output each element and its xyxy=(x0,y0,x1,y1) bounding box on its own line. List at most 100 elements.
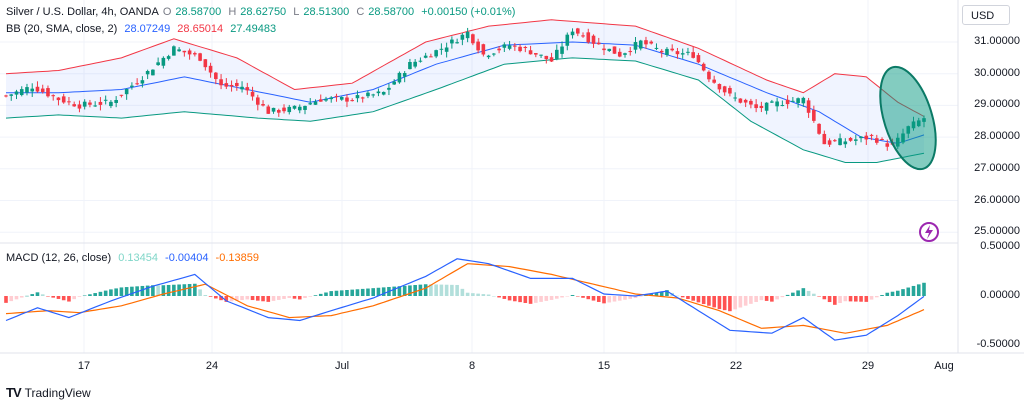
macd-hist-bar xyxy=(481,294,486,296)
candle-body xyxy=(649,41,654,44)
candle-body xyxy=(455,42,459,44)
macd-hist-value: 0.13454 xyxy=(118,252,158,264)
time-tick-label: 29 xyxy=(861,360,875,372)
candle-body xyxy=(833,140,837,142)
candle-body xyxy=(476,41,480,51)
candle-body xyxy=(61,96,66,103)
bollinger-upper-line xyxy=(5,19,925,117)
macd-hist-bar xyxy=(617,296,622,301)
macd-hist-bar xyxy=(30,294,35,296)
candle-body xyxy=(586,32,591,43)
flash-icon[interactable] xyxy=(919,222,939,242)
macd-histogram xyxy=(4,282,926,312)
time-tick-label: 15 xyxy=(597,360,611,372)
macd-hist-bar xyxy=(408,285,412,296)
currency-selector[interactable]: USD xyxy=(962,5,1010,25)
macd-hist-bar xyxy=(98,291,103,296)
candle-body xyxy=(817,123,821,134)
macd-hist-bar xyxy=(507,296,512,301)
macd-hist-bar xyxy=(444,284,449,296)
macd-hist-bar xyxy=(40,294,45,296)
candle-body xyxy=(859,136,863,139)
change-value: +0.00150 (+0.01%) xyxy=(421,6,516,18)
candle-body xyxy=(292,105,297,109)
macd-hist-bar xyxy=(596,296,601,302)
macd-hist-bar xyxy=(591,296,596,301)
macd-hist-bar xyxy=(334,290,339,296)
tradingview-logo[interactable]: TV TradingView xyxy=(6,385,91,400)
candle-body xyxy=(119,94,124,96)
candle-body xyxy=(486,55,491,58)
candle-body xyxy=(166,56,171,59)
candle-body xyxy=(796,98,800,104)
macd-hist-bar xyxy=(780,296,785,298)
candle-body xyxy=(387,87,391,90)
candle-body xyxy=(513,45,517,47)
macd-hist-bar xyxy=(738,296,743,308)
macd-hist-bar xyxy=(355,289,360,296)
candle-body xyxy=(544,55,549,60)
candle-body xyxy=(392,81,396,85)
macd-hist-bar xyxy=(88,294,92,296)
candle-body xyxy=(565,34,570,46)
candle-body xyxy=(56,97,61,101)
candle-body xyxy=(255,97,260,105)
candle-body xyxy=(717,83,722,90)
macd-hist-bar xyxy=(534,296,538,303)
candle-body xyxy=(738,98,743,103)
candle-body xyxy=(439,48,444,50)
macd-hist-bar xyxy=(460,288,465,296)
macd-hist-bar xyxy=(575,296,580,297)
macd-hist-bar xyxy=(224,296,229,302)
open-value: 28.58700 xyxy=(175,6,222,18)
candle-body xyxy=(775,101,779,107)
highlight-ellipse[interactable] xyxy=(870,60,947,175)
bb-legend[interactable]: BB (20, SMA, close, 2) 28.07249 28.65014… xyxy=(6,23,280,35)
candle-body xyxy=(276,110,281,113)
macd-hist-bar xyxy=(397,286,402,296)
candle-body xyxy=(345,97,349,102)
macd-hist-bar xyxy=(266,296,271,302)
candle-body xyxy=(303,105,307,110)
macd-hist-bar xyxy=(9,296,14,302)
candle-body xyxy=(596,42,601,45)
macd-hist-bar xyxy=(261,296,265,302)
macd-hist-bar xyxy=(381,287,386,296)
macd-hist-bar xyxy=(848,296,853,302)
open-label: O xyxy=(162,6,172,18)
macd-line xyxy=(5,258,925,341)
time-tick-label: Aug xyxy=(934,360,954,372)
brand-name: TradingView xyxy=(24,385,91,400)
macd-hist-bar xyxy=(864,296,869,302)
macd-hist-bar xyxy=(906,287,911,296)
candle-body xyxy=(749,100,753,105)
macd-hist-bar xyxy=(14,296,19,300)
macd-hist-bar xyxy=(570,295,575,296)
candle-body xyxy=(429,56,433,58)
macd-hist-bar xyxy=(318,293,323,296)
candle-body xyxy=(785,99,790,105)
candle-body xyxy=(397,72,402,83)
macd-hist-bar xyxy=(539,296,543,302)
price-tick-label: 27.00000 xyxy=(974,161,1020,174)
candle-body xyxy=(219,79,223,86)
candle-body xyxy=(759,105,764,109)
time-tick-label: 22 xyxy=(729,360,743,372)
time-tick-label: Jul xyxy=(334,360,350,372)
symbol-title[interactable]: Silver / U.S. Dollar, 4h, OANDA xyxy=(6,6,159,18)
macd-hist-bar xyxy=(103,290,108,296)
macd-hist-bar xyxy=(518,296,522,303)
candle-body xyxy=(874,138,879,143)
macd-hist-bar xyxy=(282,296,286,299)
macd-hist-bar xyxy=(324,292,328,296)
bb-lower-value: 27.49483 xyxy=(230,23,277,35)
macd-hist-bar xyxy=(219,296,223,301)
macd-hist-bar xyxy=(156,285,160,296)
macd-legend[interactable]: MACD (12, 26, close) 0.13454 -0.00404 -0… xyxy=(6,252,263,264)
candle-body xyxy=(633,42,638,50)
candle-body xyxy=(376,91,381,94)
candle-body xyxy=(329,97,334,100)
macd-hist-bar xyxy=(276,296,281,300)
macd-hist-bar xyxy=(4,296,8,303)
